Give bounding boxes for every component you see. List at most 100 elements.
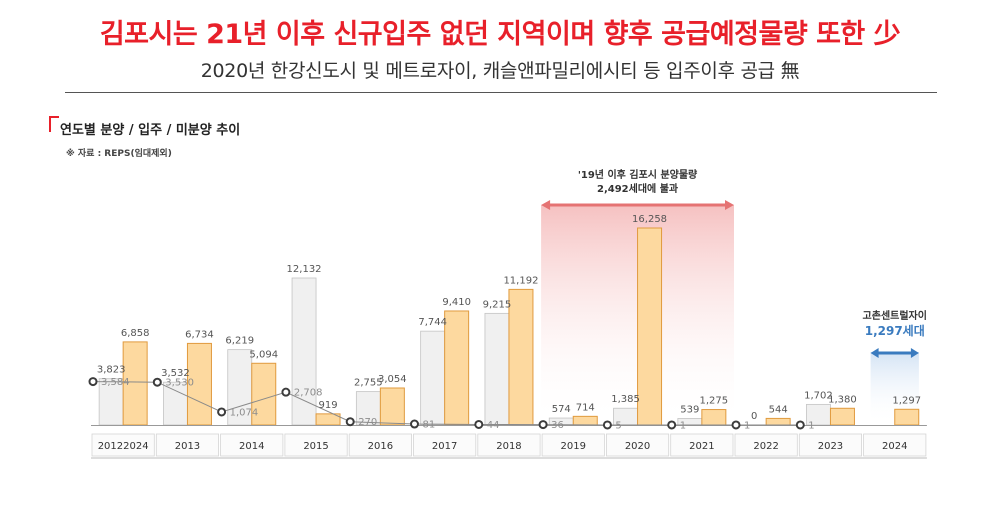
unsold-value-label: 1 bbox=[808, 420, 814, 431]
category-cell bbox=[734, 433, 798, 457]
sales-value-label: 3,532 bbox=[161, 368, 190, 379]
move-in-value-label: 9,410 bbox=[442, 297, 471, 308]
annotation-blue-line1: 고촌센트럴자이 bbox=[863, 309, 927, 322]
category-label: 2014 bbox=[239, 441, 264, 452]
move-in-bar bbox=[508, 288, 534, 426]
unsold-value-label: 44 bbox=[487, 420, 500, 431]
move-in-bar bbox=[701, 409, 727, 426]
annotation-red-line1: '19년 이후 김포시 분양물량 bbox=[578, 168, 698, 181]
annotation-blue-line2: 1,297세대 bbox=[865, 323, 925, 338]
unsold-point bbox=[538, 420, 548, 430]
move-in-value-label: 544 bbox=[769, 404, 788, 415]
unsold-value-label: 3,530 bbox=[165, 378, 194, 389]
category-cell bbox=[220, 433, 284, 457]
move-in-value-label: 1,297 bbox=[892, 395, 921, 406]
move-in-value-label: 6,858 bbox=[121, 328, 150, 339]
subheadline: 2020년 한강신도시 및 메트로자이, 캐슬앤파밀리에시티 등 입주이후 공급… bbox=[200, 60, 800, 82]
sales-value-label: 6,219 bbox=[225, 336, 254, 347]
category-label: 2023 bbox=[818, 441, 843, 452]
sales-value-label: 3,823 bbox=[97, 365, 126, 376]
arrow-head-right bbox=[725, 200, 734, 210]
category-label: 2017 bbox=[432, 441, 457, 452]
annotation-red-line2: 2,492세대에 불과 bbox=[597, 182, 679, 195]
sales-value-label: 1,702 bbox=[804, 390, 833, 401]
sales-value-label: 7,744 bbox=[418, 317, 447, 328]
category-cell bbox=[155, 433, 220, 457]
unsold-point bbox=[217, 407, 227, 417]
sales-value-label: 1,385 bbox=[611, 394, 640, 405]
move-in-bar bbox=[829, 407, 855, 426]
move-in-value-label: 919 bbox=[319, 400, 338, 411]
unsold-value-label: 1 bbox=[744, 420, 750, 431]
move-in-bar bbox=[444, 310, 470, 426]
arrow-head-left bbox=[541, 200, 551, 210]
sales-bar bbox=[163, 381, 188, 426]
category-cell bbox=[413, 433, 477, 457]
sales-bar bbox=[355, 391, 381, 426]
category-cell bbox=[670, 433, 734, 457]
category-cell bbox=[284, 433, 348, 457]
move-in-value-label: 1,380 bbox=[828, 394, 857, 405]
sales-value-label: 2,755 bbox=[354, 378, 383, 389]
unsold-value-label: 2,708 bbox=[294, 388, 323, 399]
header-divider bbox=[65, 92, 937, 93]
move-in-bar bbox=[251, 362, 277, 426]
category-cell bbox=[541, 433, 605, 457]
category-label: 2019 bbox=[561, 441, 586, 452]
move-in-value-label: 16,258 bbox=[632, 214, 667, 225]
sales-value-label: 0 bbox=[751, 411, 757, 422]
move-in-bar bbox=[379, 387, 405, 426]
sales-bar bbox=[291, 277, 317, 426]
sales-value-label: 539 bbox=[680, 404, 699, 415]
category-label: 2020 bbox=[625, 441, 650, 452]
unsold-point bbox=[88, 377, 98, 387]
move-in-bar bbox=[637, 227, 663, 426]
headline: 김포시는 21년 이후 신규입주 없던 지역이며 향후 공급예정물량 또한 少 bbox=[99, 19, 901, 50]
sales-value-label: 574 bbox=[552, 404, 571, 415]
move-in-value-label: 11,192 bbox=[503, 275, 538, 286]
sales-value-label: 9,215 bbox=[483, 299, 512, 310]
move-in-bar bbox=[765, 417, 791, 426]
move-in-bar bbox=[572, 415, 598, 426]
arrow-head-right bbox=[910, 348, 919, 358]
category-cell bbox=[477, 433, 541, 457]
unsold-point bbox=[731, 420, 741, 430]
unsold-value-label: 81 bbox=[423, 420, 436, 431]
category-label: 2016 bbox=[368, 441, 393, 452]
category-label: 2013 bbox=[175, 441, 200, 452]
unsold-point bbox=[345, 417, 355, 427]
move-in-bar bbox=[186, 342, 212, 426]
move-in-value-label: 5,094 bbox=[249, 349, 278, 360]
section-bracket-icon bbox=[49, 116, 59, 132]
unsold-point bbox=[667, 420, 677, 430]
move-in-value-label: 6,734 bbox=[185, 329, 214, 340]
category-label: 20122024 bbox=[98, 441, 149, 452]
category-cell bbox=[798, 433, 862, 457]
section-title: 연도별 분양 / 입주 / 미분양 추이 bbox=[60, 123, 241, 138]
move-in-bar bbox=[122, 341, 148, 426]
unsold-line bbox=[92, 381, 801, 426]
unsold-point bbox=[281, 387, 291, 397]
category-cell bbox=[348, 433, 412, 457]
category-label: 2015 bbox=[303, 441, 328, 452]
unsold-value-label: 1,074 bbox=[230, 407, 259, 418]
unsold-value-label: 5 bbox=[615, 420, 621, 431]
unsold-point bbox=[795, 420, 805, 430]
sales-value-label: 12,132 bbox=[287, 264, 322, 275]
unsold-point bbox=[602, 420, 612, 430]
sales-bar bbox=[227, 349, 253, 426]
move-in-value-label: 1,275 bbox=[700, 396, 729, 407]
category-label: 2018 bbox=[496, 441, 521, 452]
unsold-value-label: 1 bbox=[680, 420, 686, 431]
move-in-value-label: 714 bbox=[576, 402, 595, 413]
category-cell bbox=[91, 433, 155, 457]
sales-bar bbox=[484, 312, 510, 426]
category-cell bbox=[863, 433, 927, 457]
unsold-point bbox=[474, 419, 484, 429]
move-in-bar bbox=[894, 408, 920, 426]
category-label: 2021 bbox=[689, 441, 714, 452]
sales-bar bbox=[420, 330, 446, 426]
unsold-point bbox=[152, 377, 162, 387]
unsold-value-label: 36 bbox=[551, 420, 564, 431]
